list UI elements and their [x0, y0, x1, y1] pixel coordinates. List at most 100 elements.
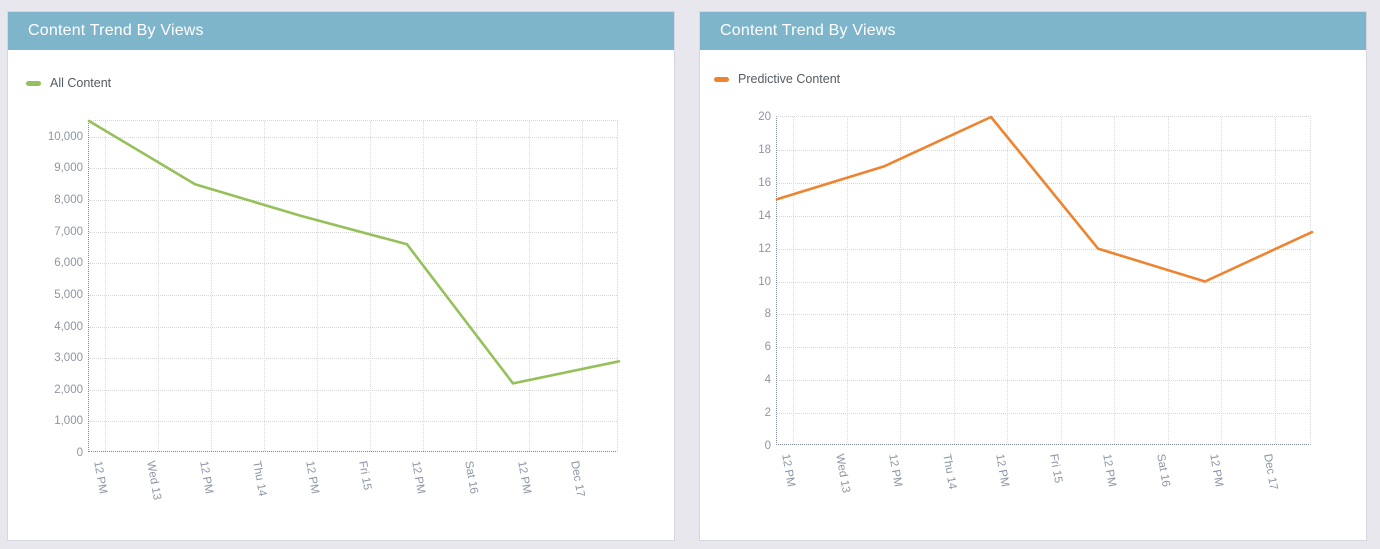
h-gridline [89, 421, 617, 423]
x-tick-label: Thu 14 [250, 460, 269, 498]
x-tick-label: 12 PM [779, 453, 797, 488]
x-tick-label: Dec 17 [568, 460, 587, 498]
y-tick-label: 4 [764, 374, 771, 387]
h-gridline [89, 231, 617, 233]
legend-label: Predictive Content [738, 72, 841, 86]
h-gridline [777, 215, 1310, 217]
x-tick-label: 12 PM [1100, 453, 1118, 488]
y-tick-label: 16 [758, 176, 771, 189]
h-gridline [89, 263, 617, 265]
v-gridline [1114, 117, 1116, 444]
y-tick-label: 10 [758, 275, 771, 288]
h-gridline [89, 389, 617, 391]
x-tick-label: 12 PM [993, 453, 1011, 488]
v-gridline [1007, 117, 1009, 444]
h-gridline [89, 168, 617, 170]
legend: Predictive Content [714, 70, 840, 88]
h-gridline [777, 347, 1310, 349]
x-tick-label: 12 PM [409, 460, 427, 495]
y-tick-label: 0 [76, 447, 83, 459]
y-tick-label: 2,000 [54, 383, 83, 396]
y-tick-label: 5,000 [54, 288, 83, 301]
legend-swatch-icon [26, 80, 41, 86]
h-gridline [777, 380, 1310, 382]
h-gridline [777, 413, 1310, 415]
legend: All Content [26, 74, 111, 92]
y-tick-label: 9,000 [54, 162, 83, 175]
x-tick-label: 12 PM [1207, 453, 1225, 488]
v-gridline [157, 121, 159, 451]
y-tick-label: 6 [764, 341, 771, 354]
h-gridline [777, 248, 1310, 250]
y-tick-label: 8,000 [54, 194, 83, 207]
v-gridline [210, 121, 212, 451]
x-tick-label: 12 PM [515, 460, 533, 495]
x-tick-label: Wed 13 [832, 453, 852, 494]
h-gridline [89, 326, 617, 328]
v-gridline [900, 117, 902, 444]
series-line [775, 115, 1314, 283]
chart-plot-area: 0 2 4 6 8 10 12 14 16 18 20 12 PM Wed 13 12 PM Thu 14 1… [758, 111, 1314, 494]
v-gridline [422, 121, 424, 451]
v-gridline [528, 121, 530, 451]
y-tick-label: 3,000 [54, 352, 83, 365]
v-gridline [475, 121, 477, 451]
x-tick-label: Wed 13 [144, 460, 163, 501]
y-tick-label: 18 [758, 143, 771, 156]
x-tick-label: 12 PM [886, 453, 904, 488]
h-gridline [777, 149, 1310, 151]
h-gridline [777, 314, 1310, 316]
panel-title: Content Trend By Views [28, 22, 204, 39]
series-svg [775, 115, 1314, 283]
legend-item-all-content[interactable]: All Content [26, 76, 111, 90]
h-gridline [89, 294, 617, 296]
v-gridline [953, 117, 955, 444]
y-tick-label: 14 [758, 209, 771, 222]
v-gridline [1221, 117, 1223, 444]
v-gridline [1274, 117, 1276, 444]
v-gridline [316, 121, 318, 451]
legend-item-predictive-content[interactable]: Predictive Content [714, 72, 840, 86]
v-gridline [846, 117, 848, 444]
x-tick-label: Thu 14 [939, 453, 958, 491]
y-tick-label: 12 [758, 242, 771, 255]
x-tick-label: Fri 15 [356, 460, 373, 492]
x-tick-label: Dec 17 [1260, 453, 1279, 491]
v-gridline [793, 117, 795, 444]
y-tick-label: 6,000 [54, 257, 83, 270]
x-tick-label: 12 PM [303, 460, 321, 495]
legend-label: All Content [50, 76, 112, 90]
y-tick-label: 7,000 [54, 225, 83, 238]
h-gridline [89, 358, 617, 360]
y-tick-label: 8 [764, 308, 771, 321]
v-gridline [104, 121, 106, 451]
y-tick-label: 20 [758, 111, 771, 123]
v-gridline [369, 121, 371, 451]
v-gridline [581, 121, 583, 451]
h-gridline [89, 136, 617, 138]
panel-predictive-content: Content Trend By Views Predictive Conten… [699, 11, 1367, 541]
y-tick-label: 0 [764, 440, 771, 452]
legend-swatch-icon [714, 76, 729, 82]
panel-header: Content Trend By Views [700, 12, 1366, 50]
panel-header: Content Trend By Views [8, 12, 674, 50]
h-gridline [89, 200, 617, 202]
y-tick-label: 4,000 [54, 320, 83, 333]
x-tick-label: Fri 15 [1046, 453, 1064, 485]
v-gridline [1167, 117, 1169, 444]
panel-title: Content Trend By Views [720, 22, 896, 39]
panel-all-content: Content Trend By Views All Content 0 1,00… [7, 11, 675, 541]
y-tick-label: 10,000 [47, 130, 83, 143]
h-gridline [777, 281, 1310, 283]
y-tick-label: 1,000 [54, 415, 83, 428]
series-svg [87, 119, 621, 385]
x-tick-label: Sat 16 [462, 460, 480, 495]
series-line [87, 119, 621, 385]
v-gridline [263, 121, 265, 451]
v-gridline [1060, 117, 1062, 444]
x-tick-label: 12 PM [197, 460, 215, 495]
x-tick-label: Sat 16 [1153, 453, 1172, 488]
y-tick-label: 2 [764, 407, 771, 420]
x-tick-label: 12 PM [91, 460, 109, 495]
